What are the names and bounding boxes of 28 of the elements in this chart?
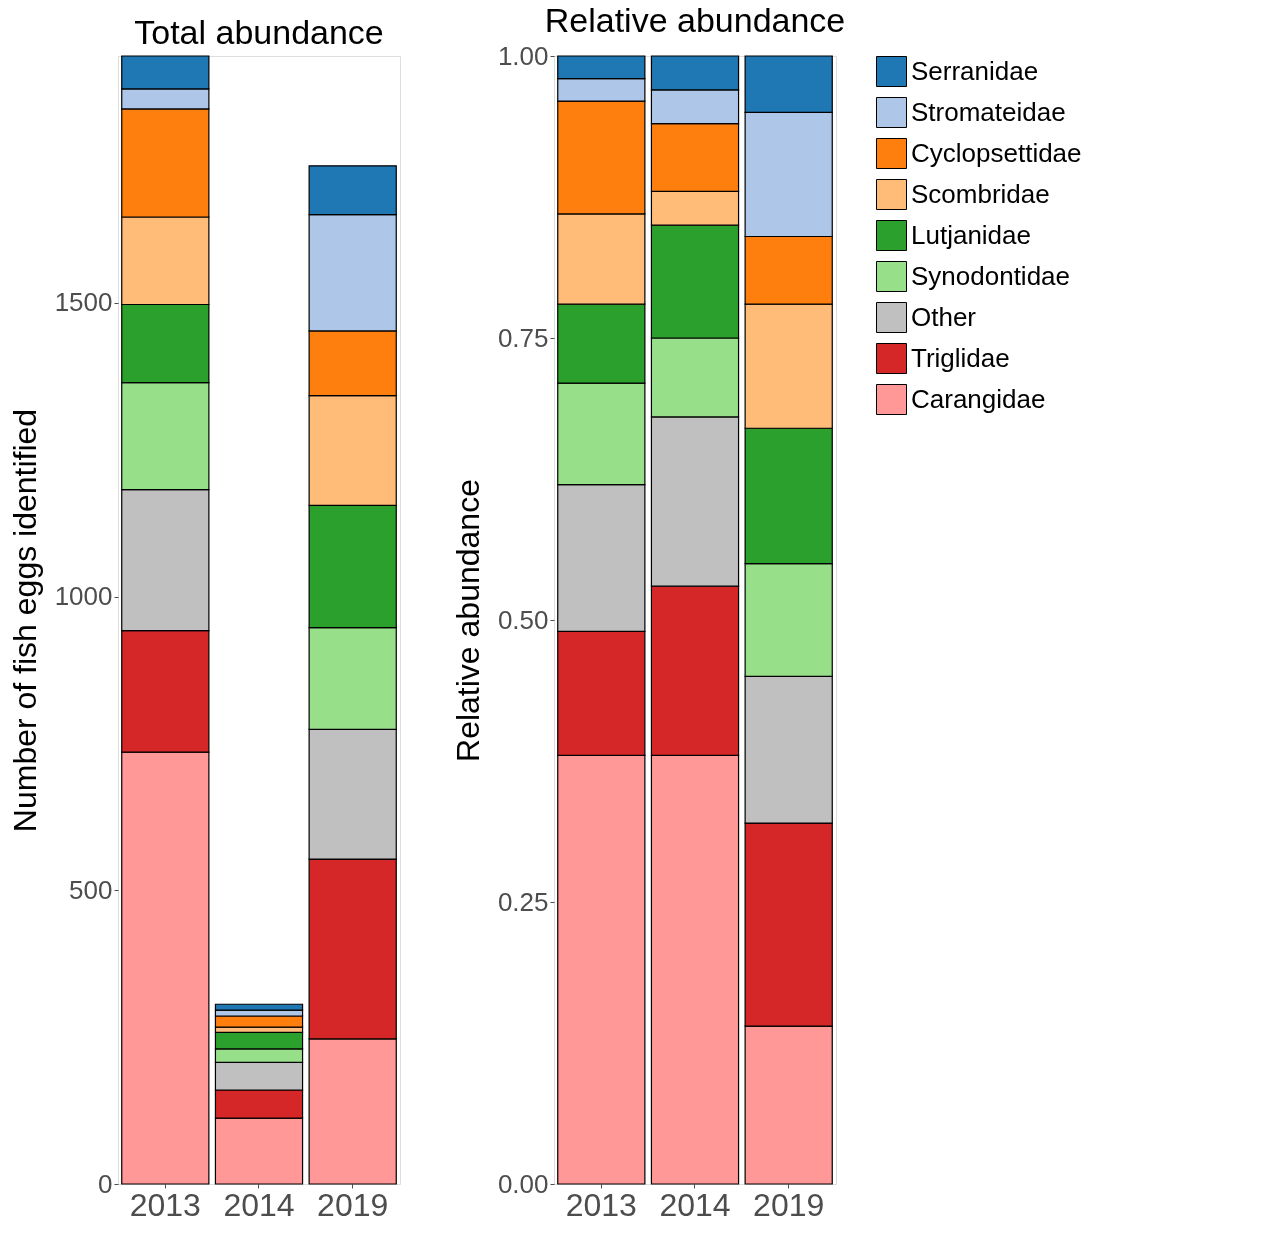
y-tick-label: 0.75 xyxy=(497,322,549,353)
x-tick-label: 2013 xyxy=(565,1186,637,1223)
legend-label: Synodontidae xyxy=(911,260,1071,291)
y-tick-label: 0 xyxy=(98,1168,113,1199)
x-tick-label: 2014 xyxy=(223,1186,295,1223)
y-tick-label: 0.50 xyxy=(497,604,549,635)
y-tick-label: 1000 xyxy=(54,581,113,611)
y-axis-title: Relative abundance xyxy=(449,479,486,762)
x-tick-label: 2019 xyxy=(317,1186,389,1223)
legend-label: Cyclopsettidae xyxy=(911,137,1082,168)
legend-label: Scombridae xyxy=(911,178,1050,209)
legend-label: Carangidae xyxy=(911,383,1046,414)
y-tick-label: 1500 xyxy=(54,287,113,318)
x-tick-label: 2013 xyxy=(129,1186,201,1223)
x-tick-label: 2014 xyxy=(659,1186,731,1223)
chart-title: Relative abundance xyxy=(544,1,846,39)
y-tick-label: 0.00 xyxy=(497,1168,549,1199)
x-tick-label: 2019 xyxy=(753,1186,825,1223)
chart-title: Total abundance xyxy=(134,13,384,52)
y-tick-label: 1.00 xyxy=(497,40,549,71)
y-tick-label: 0.25 xyxy=(497,886,549,917)
legend-label: Serranidae xyxy=(911,55,1039,86)
legend-label: Triglidae xyxy=(911,342,1010,373)
y-axis-title: Number of fish eggs identified xyxy=(6,408,43,833)
legend-label: Other xyxy=(911,301,977,332)
y-tick-label: 500 xyxy=(69,874,113,905)
legend-label: Stromateidae xyxy=(911,96,1066,127)
legend-label: Lutjanidae xyxy=(911,219,1031,250)
